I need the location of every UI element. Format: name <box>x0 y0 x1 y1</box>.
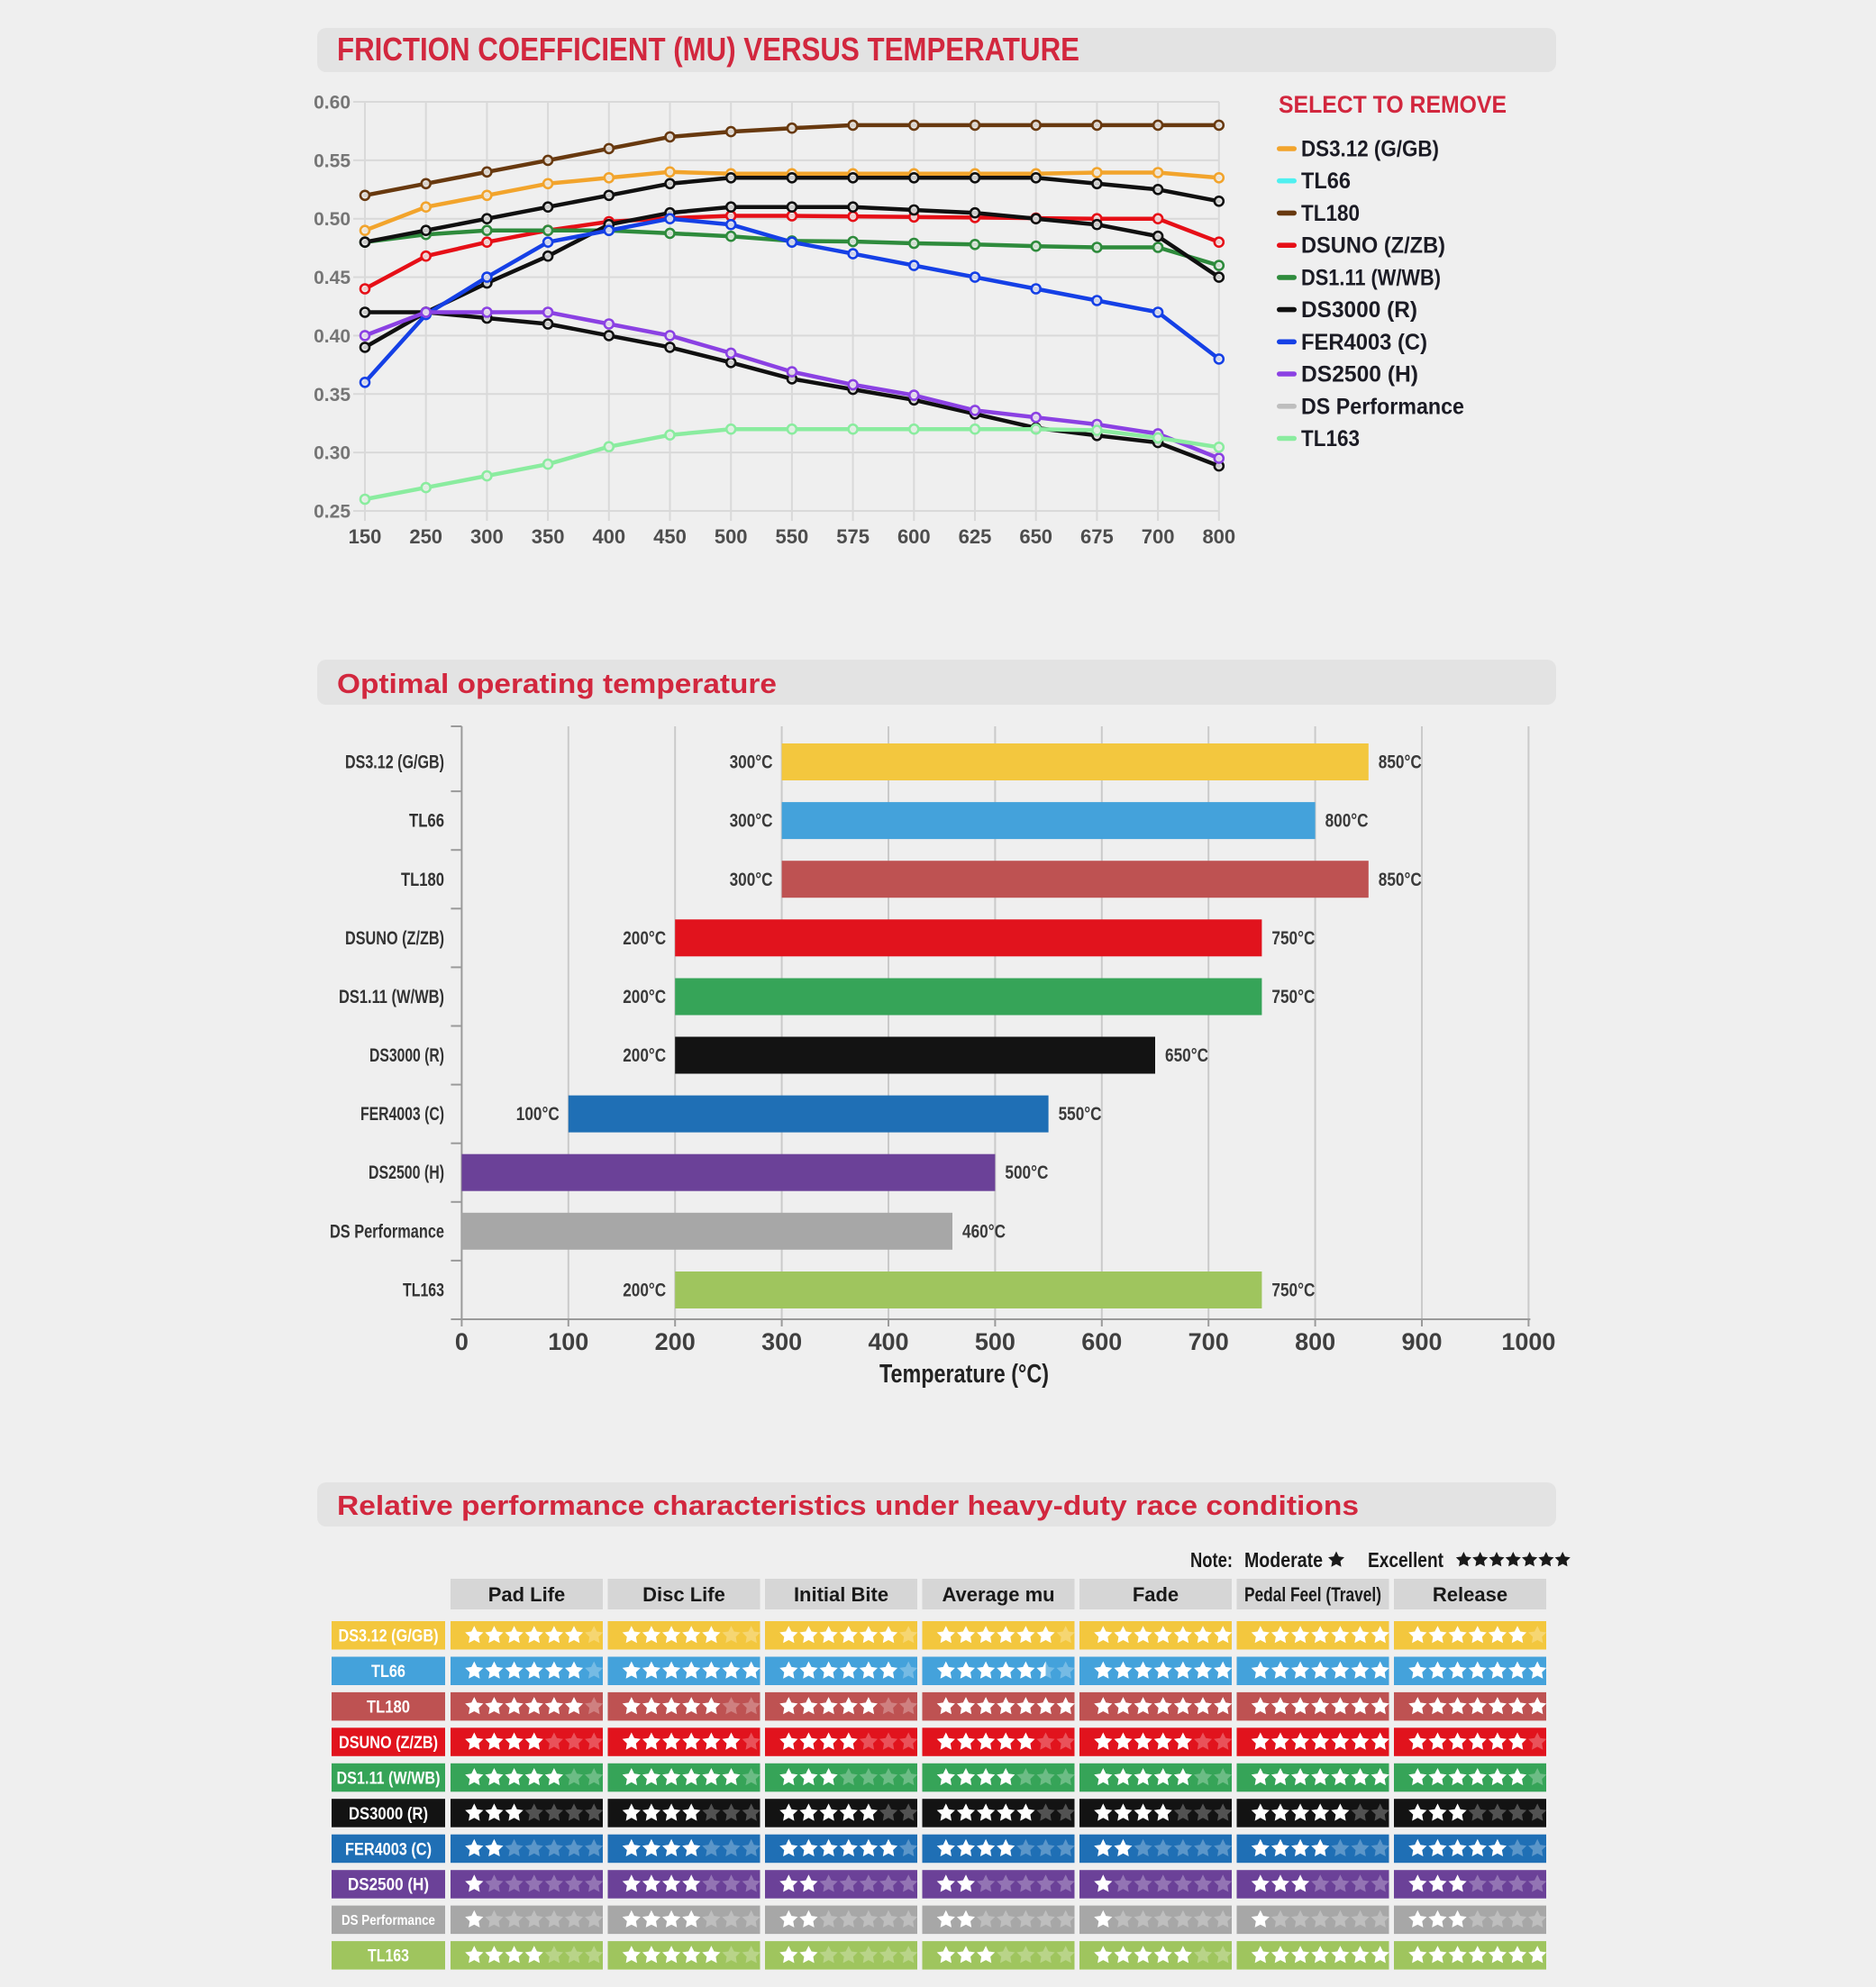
svg-text:Note:: Note: <box>1190 1548 1233 1572</box>
svg-text:DSUNO (Z/ZB): DSUNO (Z/ZB) <box>339 1734 438 1753</box>
svg-text:800°C: 800°C <box>1325 811 1369 832</box>
svg-text:0.55: 0.55 <box>314 150 351 171</box>
svg-text:Temperature (°C): Temperature (°C) <box>879 1360 1049 1389</box>
svg-text:DS Performance: DS Performance <box>330 1221 444 1242</box>
svg-text:TL163: TL163 <box>403 1281 444 1301</box>
svg-text:400: 400 <box>868 1328 908 1355</box>
svg-text:800: 800 <box>1295 1328 1335 1355</box>
svg-text:0.45: 0.45 <box>314 268 351 288</box>
svg-text:300°C: 300°C <box>730 870 773 890</box>
svg-text:0.40: 0.40 <box>314 326 351 347</box>
svg-text:DS2500 (H): DS2500 (H) <box>369 1162 444 1183</box>
svg-text:0.30: 0.30 <box>314 443 351 464</box>
svg-text:DS3000 (R): DS3000 (R) <box>1301 297 1417 323</box>
svg-text:DS3.12 (G/GB): DS3.12 (G/GB) <box>345 752 444 773</box>
svg-text:500: 500 <box>715 525 748 548</box>
svg-text:100°C: 100°C <box>516 1104 560 1125</box>
svg-text:750°C: 750°C <box>1271 928 1315 949</box>
svg-text:250: 250 <box>409 525 442 548</box>
svg-text:0.35: 0.35 <box>314 385 351 406</box>
svg-text:DS2500 (H): DS2500 (H) <box>348 1876 429 1895</box>
svg-text:DS2500 (H): DS2500 (H) <box>1301 362 1418 387</box>
svg-text:0.50: 0.50 <box>314 209 351 230</box>
svg-text:0.60: 0.60 <box>314 93 351 114</box>
svg-text:TL163: TL163 <box>1301 426 1360 451</box>
svg-text:750°C: 750°C <box>1271 987 1315 1007</box>
svg-text:1000: 1000 <box>1501 1328 1555 1355</box>
svg-text:FER4003 (C): FER4003 (C) <box>1301 330 1427 355</box>
svg-text:0.25: 0.25 <box>314 502 351 523</box>
svg-text:DS Performance: DS Performance <box>1301 394 1464 419</box>
svg-text:Release: Release <box>1433 1583 1507 1606</box>
svg-text:300°C: 300°C <box>730 811 773 832</box>
svg-text:DS1.11 (W/WB): DS1.11 (W/WB) <box>339 987 444 1007</box>
svg-text:TL180: TL180 <box>401 870 444 890</box>
svg-text:675: 675 <box>1080 525 1114 548</box>
svg-text:200°C: 200°C <box>623 1045 666 1066</box>
svg-text:150: 150 <box>349 525 382 548</box>
svg-text:300°C: 300°C <box>730 752 773 773</box>
svg-text:TL180: TL180 <box>367 1699 410 1718</box>
svg-text:TL66: TL66 <box>1301 169 1351 194</box>
svg-text:650: 650 <box>1019 525 1052 548</box>
svg-text:Disc Life: Disc Life <box>642 1583 725 1606</box>
svg-text:350: 350 <box>532 525 565 548</box>
svg-text:100: 100 <box>548 1328 588 1355</box>
svg-text:200: 200 <box>655 1328 696 1355</box>
svg-text:DS1.11 (W/WB): DS1.11 (W/WB) <box>337 1769 441 1788</box>
svg-text:450: 450 <box>653 525 687 548</box>
svg-text:300: 300 <box>761 1328 802 1355</box>
svg-text:200°C: 200°C <box>623 928 666 949</box>
svg-text:460°C: 460°C <box>962 1221 1006 1242</box>
svg-text:850°C: 850°C <box>1379 870 1422 890</box>
svg-text:850°C: 850°C <box>1379 752 1422 773</box>
svg-text:DS3.12 (G/GB): DS3.12 (G/GB) <box>1301 137 1439 162</box>
svg-text:FRICTION COEFFICIENT (MU) VERS: FRICTION COEFFICIENT (MU) VERSUS TEMPERA… <box>337 31 1079 68</box>
svg-text:Optimal operating temperature: Optimal operating temperature <box>337 668 777 699</box>
svg-text:Average mu: Average mu <box>942 1583 1054 1606</box>
svg-text:DS1.11 (W/WB): DS1.11 (W/WB) <box>1301 265 1441 290</box>
svg-text:300: 300 <box>470 525 504 548</box>
svg-text:Pad Life: Pad Life <box>488 1583 566 1606</box>
svg-text:600: 600 <box>897 525 931 548</box>
svg-text:200°C: 200°C <box>623 1281 666 1301</box>
svg-text:Relative performance character: Relative performance characteristics und… <box>337 1490 1359 1521</box>
svg-text:TL66: TL66 <box>371 1663 405 1682</box>
svg-text:Moderate: Moderate <box>1244 1548 1323 1572</box>
svg-text:650°C: 650°C <box>1165 1045 1208 1066</box>
svg-text:800: 800 <box>1202 525 1235 548</box>
svg-text:DS3.12 (G/GB): DS3.12 (G/GB) <box>339 1627 439 1646</box>
svg-text:DS3000 (R): DS3000 (R) <box>349 1805 428 1824</box>
svg-text:Excellent: Excellent <box>1368 1548 1443 1572</box>
svg-text:DSUNO (Z/ZB): DSUNO (Z/ZB) <box>1301 233 1445 259</box>
svg-text:625: 625 <box>959 525 992 548</box>
svg-text:SELECT TO REMOVE: SELECT TO REMOVE <box>1279 91 1507 118</box>
svg-text:Pedal Feel (Travel): Pedal Feel (Travel) <box>1244 1583 1381 1606</box>
svg-text:700: 700 <box>1188 1328 1229 1355</box>
svg-text:550: 550 <box>776 525 809 548</box>
svg-text:550°C: 550°C <box>1059 1104 1102 1125</box>
svg-text:FER4003 (C): FER4003 (C) <box>360 1104 444 1125</box>
svg-text:FER4003 (C): FER4003 (C) <box>345 1840 432 1859</box>
svg-text:500: 500 <box>975 1328 1015 1355</box>
svg-text:500°C: 500°C <box>1005 1162 1048 1183</box>
svg-text:200°C: 200°C <box>623 987 666 1007</box>
svg-text:Fade: Fade <box>1133 1583 1179 1606</box>
svg-text:TL163: TL163 <box>368 1947 409 1966</box>
svg-text:700: 700 <box>1142 525 1175 548</box>
svg-text:750°C: 750°C <box>1271 1281 1315 1301</box>
svg-text:575: 575 <box>836 525 870 548</box>
svg-text:DS Performance: DS Performance <box>342 1913 435 1928</box>
svg-text:0: 0 <box>455 1328 469 1355</box>
svg-text:Initial Bite: Initial Bite <box>794 1583 888 1606</box>
svg-text:600: 600 <box>1081 1328 1122 1355</box>
svg-text:DS3000 (R): DS3000 (R) <box>369 1045 444 1066</box>
svg-text:TL180: TL180 <box>1301 201 1360 226</box>
svg-text:TL66: TL66 <box>409 811 444 832</box>
svg-text:DSUNO (Z/ZB): DSUNO (Z/ZB) <box>345 928 444 949</box>
svg-text:900: 900 <box>1401 1328 1442 1355</box>
svg-text:400: 400 <box>592 525 625 548</box>
